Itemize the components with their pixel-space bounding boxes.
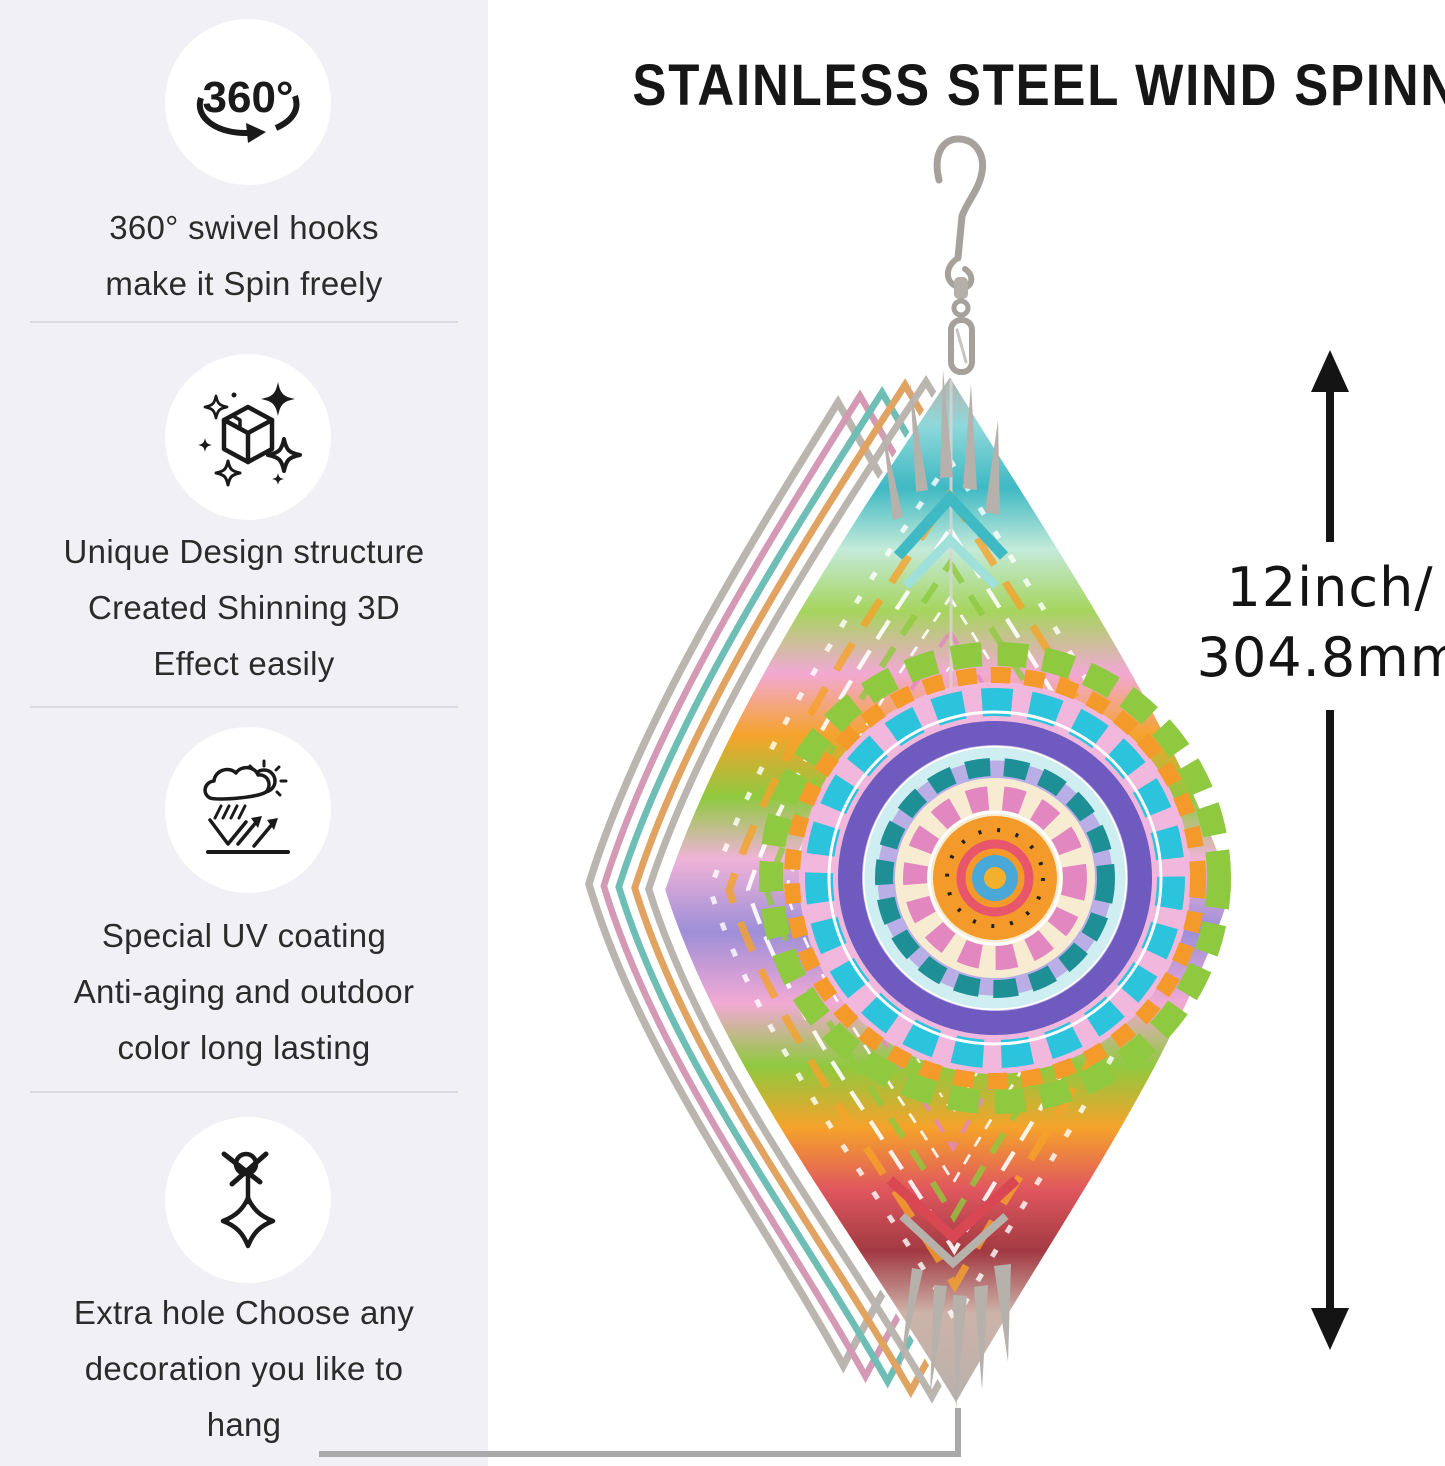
rotate-360-label: 360°: [202, 73, 293, 122]
page-title: STAINLESS STEEL WIND SPINNER: [571, 52, 1445, 119]
medallion-yellow-core: [984, 867, 1006, 889]
page-title-text: STAINLESS STEEL WIND SPINNER: [632, 53, 1445, 118]
feature-icon-circle-1: 360°: [165, 19, 331, 185]
sun-rays: [241, 759, 288, 797]
feature-text-3: Special UV coating Anti-aging and outdoo…: [0, 908, 488, 1076]
sidebar-divider: [30, 706, 458, 708]
bounce-arrowhead-1: [251, 816, 262, 828]
feature-line: Special UV coating: [101, 917, 387, 954]
sidebar-divider: [30, 1091, 458, 1093]
ornament-cross: [221, 1151, 269, 1187]
spinner-top-spikes: [882, 370, 1009, 590]
measure-label-mm: 304.8mm: [1197, 626, 1445, 689]
top-chevron-aqua: [902, 533, 1000, 590]
box-mark: [231, 414, 242, 430]
hanging-ornament-icon: [220, 1151, 276, 1249]
feature-text-4: Extra hole Choose any decoration you lik…: [0, 1285, 488, 1453]
bounce-arrow-1: [236, 818, 260, 846]
reflect-v: [208, 818, 248, 846]
top-spike-cluster: [882, 370, 1000, 520]
bounce-arrowhead-2: [267, 818, 278, 830]
bottom-spike-cluster: [900, 1264, 1011, 1410]
feature-icon-circle-3: [165, 727, 331, 893]
feature-line: Effect easily: [153, 645, 335, 682]
clip-gate: [955, 328, 968, 364]
medallion-black-ticks: [945, 828, 1045, 928]
mandala-medallion: [759, 642, 1231, 1114]
s-hook: [933, 135, 987, 262]
feature-text-1: 360° swivel hooks make it Spin freely: [0, 200, 488, 312]
rain-cloud: [203, 765, 271, 801]
feature-line: decoration you like to: [84, 1350, 404, 1387]
arrowhead-up: [1311, 350, 1349, 392]
medallion-teal-scallop: [875, 758, 1115, 998]
spinner-bottom-spikes: [886, 1176, 1020, 1410]
height-measurement: 12inch/ 304.8mm: [1197, 350, 1445, 1350]
extra-hole-callout-line: [319, 1408, 961, 1457]
feature-line: Anti-aging and outdoor: [73, 973, 415, 1010]
feature-text-2: Unique Design structure Created Shinning…: [0, 524, 488, 692]
arrowhead-down: [1311, 1308, 1349, 1350]
ornament-diamond: [220, 1195, 276, 1249]
feature-line: color long lasting: [117, 1029, 371, 1066]
uv-weather-icon: [203, 759, 290, 854]
medallion-separator: [862, 745, 1128, 1011]
sidebar-divider: [30, 321, 458, 323]
hanging-hook: [933, 135, 987, 375]
rain-lines: [213, 804, 247, 820]
feature-icon-circle-2: [165, 354, 331, 520]
feature-line: Created Shinning 3D: [87, 589, 401, 626]
medallion-aqua-ring: [864, 747, 1126, 1009]
medallion-pink-flowers: [903, 786, 1087, 970]
feature-icon-circle-4: [165, 1117, 331, 1283]
top-chevron-teal: [893, 489, 1009, 560]
rotate-360-icon: 360°: [196, 73, 300, 143]
feature-sidebar: 360° 360° swivel hooks make it Spin free…: [0, 0, 488, 1466]
rotate-arc-left: [196, 97, 249, 137]
measure-label-inches: 12inch/: [1226, 556, 1433, 619]
medallion-red-ring: [956, 839, 1034, 917]
medallion-separator: [827, 710, 1163, 1046]
sparkle-dot: [231, 392, 237, 398]
feature-line: Unique Design structure: [63, 533, 425, 570]
bottom-chevron-red: [886, 1176, 1020, 1244]
medallion-separator: [927, 810, 1063, 946]
medallion-cyan-petals: [805, 688, 1185, 1068]
sparkle-box-icon: [197, 381, 308, 487]
medallion-green-fringe: [759, 642, 1231, 1114]
feature-line: Extra hole Choose any: [73, 1294, 415, 1331]
medallion-purple-ring: [838, 721, 1152, 1035]
feature-line: make it Spin freely: [105, 265, 383, 302]
rotate-arrowhead: [246, 123, 266, 143]
medallion-orange-ring: [784, 667, 1206, 1089]
feature-line: 360° swivel hooks: [109, 209, 379, 246]
box-edges: [221, 417, 275, 465]
swivel-barrel: [954, 277, 968, 299]
feature-line: hang: [206, 1406, 282, 1443]
bounce-arrow-2: [252, 820, 276, 848]
link-ring: [951, 298, 971, 318]
rotate-arc-right: [274, 94, 300, 131]
bottom-chevron-silver: [899, 1213, 1009, 1269]
